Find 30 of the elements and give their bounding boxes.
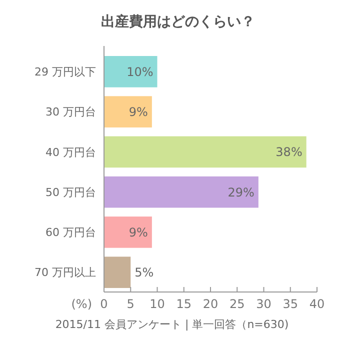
x-tick-label: 20: [202, 297, 218, 311]
bar: [104, 136, 306, 168]
bar: [104, 216, 152, 248]
data-label: 10%: [126, 64, 154, 79]
data-label: 9%: [128, 225, 148, 240]
y-tick-label: 29 万円以下: [34, 66, 96, 79]
data-label: 5%: [134, 266, 154, 280]
y-tick-label: 60 万円台: [46, 226, 96, 240]
y-tick-label: 30 万円台: [46, 106, 96, 119]
y-tick-label: 40 万円台: [46, 146, 96, 159]
x-tick-label: 10: [150, 297, 165, 311]
x-tick-label: 35: [282, 297, 298, 311]
x-tick-label: 0: [100, 297, 108, 311]
data-label: 9%: [128, 105, 148, 119]
bar: [104, 256, 131, 288]
data-label: 38%: [276, 145, 302, 160]
x-tick-label: 25: [229, 297, 245, 311]
bar: [104, 176, 258, 208]
bar: [104, 56, 158, 88]
bar: [104, 96, 152, 128]
data-label: 29%: [228, 185, 254, 200]
x-tick-label: 40: [309, 297, 325, 311]
chart-title: 出産費用はどのくらい？: [101, 13, 255, 30]
x-tick-label: 30: [256, 297, 272, 311]
x-axis-title: (%): [71, 297, 92, 311]
text: 2015/11 会員アンケート | 単一回答（n=630): [55, 318, 289, 331]
x-tick-label: 15: [176, 297, 192, 311]
x-tick-label: 5: [126, 297, 134, 311]
y-tick-label: 70 万円以上: [34, 266, 96, 280]
y-tick-label: 50 万円台: [46, 186, 96, 199]
